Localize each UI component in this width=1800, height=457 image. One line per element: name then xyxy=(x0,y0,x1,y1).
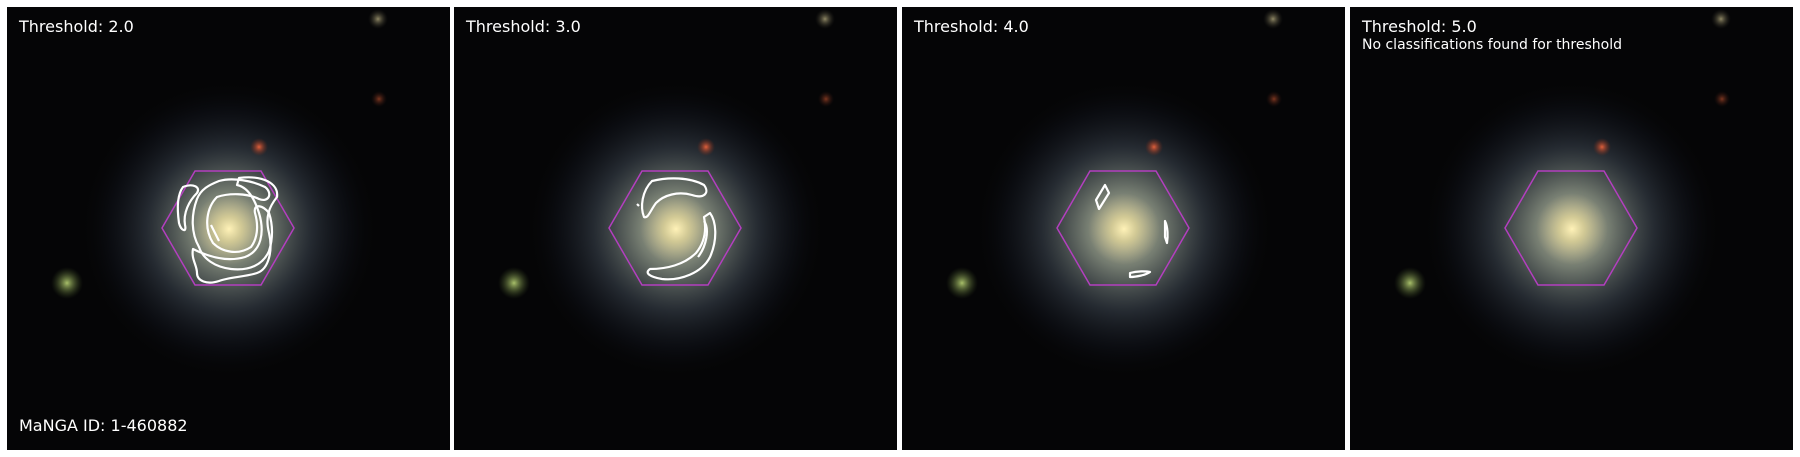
panel-threshold-5: Threshold: 5.0 No classifications found … xyxy=(1350,7,1793,450)
contour-dot xyxy=(636,203,640,207)
galaxy-core xyxy=(1088,193,1160,265)
ifu-hexagon-outline xyxy=(1056,170,1190,286)
foreground-star-faint xyxy=(368,9,388,29)
foreground-star-faint xyxy=(1263,9,1283,29)
galaxy-core xyxy=(193,193,265,265)
galaxy-core xyxy=(1536,193,1608,265)
foreground-star-brown xyxy=(1266,91,1282,107)
classification-contours xyxy=(636,177,717,281)
panel-threshold-2: Threshold: 2.0 MaNGA ID: 1-460882 xyxy=(7,7,450,450)
contour-bottom xyxy=(1128,270,1152,279)
threshold-label: Threshold: 3.0 xyxy=(466,17,581,36)
foreground-star-green xyxy=(1394,267,1426,299)
galaxy-image xyxy=(7,7,450,450)
classification-contours xyxy=(1094,183,1169,279)
panel-threshold-3: Threshold: 3.0 xyxy=(454,7,897,450)
classification-contours xyxy=(176,176,279,284)
threshold-label: Threshold: 2.0 xyxy=(19,17,134,36)
foreground-star-green xyxy=(51,267,83,299)
foreground-star-red xyxy=(1593,138,1611,156)
ifu-hexagon-outline xyxy=(608,170,742,286)
foreground-star-red xyxy=(250,138,268,156)
contour-lower-arm xyxy=(646,211,717,281)
contour-left-arm xyxy=(176,184,200,232)
galaxy-core xyxy=(640,193,712,265)
manga-id-label: MaNGA ID: 1-460882 xyxy=(19,416,188,435)
foreground-star-green xyxy=(498,267,530,299)
foreground-star-red xyxy=(697,138,715,156)
contour-upper-arm xyxy=(641,177,708,219)
no-classification-note: No classifications found for threshold xyxy=(1362,37,1622,53)
galaxy-image xyxy=(902,7,1345,450)
threshold-label: Threshold: 5.0 xyxy=(1362,17,1477,36)
panel-threshold-4: Threshold: 4.0 xyxy=(902,7,1345,450)
foreground-star-red xyxy=(1145,138,1163,156)
galaxy-image xyxy=(454,7,897,450)
contour-inner xyxy=(191,178,274,271)
galaxy-image xyxy=(1350,7,1793,450)
contour-knot xyxy=(210,224,220,242)
foreground-star-faint xyxy=(815,9,835,29)
contour-right xyxy=(1163,219,1169,245)
foreground-star-brown xyxy=(1714,91,1730,107)
foreground-star-brown xyxy=(371,91,387,107)
contour-arm-inner xyxy=(697,220,708,258)
foreground-star-green xyxy=(946,267,978,299)
foreground-star-brown xyxy=(818,91,834,107)
foreground-star-faint xyxy=(1711,9,1731,29)
contour-upper-left xyxy=(1094,183,1111,211)
ifu-hexagon-outline xyxy=(161,170,295,286)
ifu-hexagon-outline xyxy=(1504,170,1638,286)
threshold-label: Threshold: 4.0 xyxy=(914,17,1029,36)
